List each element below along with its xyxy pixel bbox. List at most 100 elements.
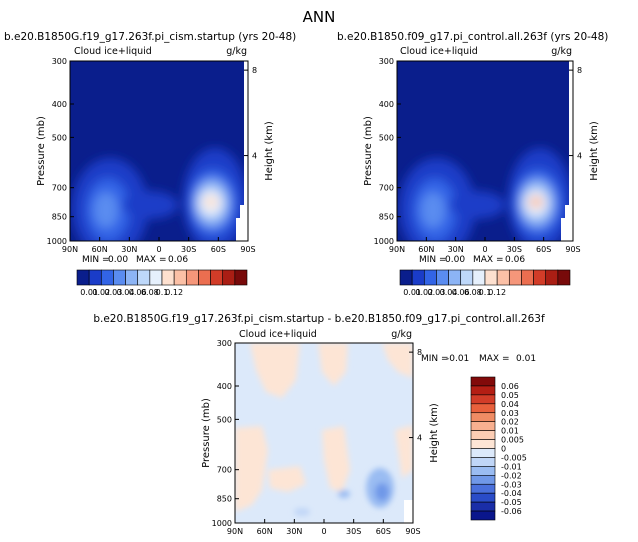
colorbar-1: 0.010.020.030.040.060.080.10.12: [76, 269, 248, 297]
panel-2-ytick-label: 300: [379, 57, 394, 66]
colorbar-3-swatch: [470, 448, 496, 458]
panel-3-xtick-label: 60S: [376, 527, 391, 536]
colorbar-2-swatch: [436, 269, 449, 286]
colorbar-3-swatch: [470, 376, 496, 387]
colorbar-1-swatch: [161, 269, 175, 286]
panel-2: b.e20.B1850.f09_g17.pi_control.all.263f …: [337, 31, 608, 242]
colorbar-3-swatch: [470, 385, 496, 396]
panel-1: b.e20.B1850G.f19_g17.263f.pi_cism.startu…: [4, 31, 296, 242]
colorbar-1-swatch: [234, 269, 248, 286]
colorbar-2-label: 0.08: [464, 288, 482, 297]
colorbar-1-swatch: [100, 269, 114, 286]
panel-2-field: [397, 61, 573, 241]
panel-3-xtick-label: 60N: [257, 527, 273, 536]
panel-3-ytick-label: 300: [217, 339, 232, 348]
colorbar-1-swatch: [210, 269, 224, 286]
colorbar-2-swatch: [533, 269, 547, 286]
colorbar-2-swatch: [508, 269, 522, 286]
panel-1-xtick-label: 30S: [181, 245, 196, 254]
colorbar-3-label: 0.04: [501, 400, 519, 409]
colorbar-3-swatch: [470, 501, 496, 512]
panel-1-field: [70, 61, 248, 241]
colorbar-1-swatch: [137, 269, 151, 286]
colorbar-3-swatch: [470, 439, 496, 449]
colorbar-2-label: 0.1: [479, 288, 492, 297]
colorbar-2-swatch: [545, 269, 559, 286]
panel-1-ytick-label: 700: [52, 184, 67, 193]
colorbar-1-label: 0.08: [141, 288, 159, 297]
panel-1-ytick-label: 400: [52, 100, 67, 109]
colorbar-3-label: -0.005: [501, 453, 527, 462]
colorbar-1-label: 0.01: [80, 288, 98, 297]
colorbar-3-swatch: [470, 466, 496, 476]
colorbar-2-label: 0.04: [440, 288, 458, 297]
colorbar-1-swatch: [88, 269, 102, 286]
panel-3-xtick-label: 30N: [286, 527, 302, 536]
panel-3-variable: Cloud ice+liquid: [239, 329, 317, 340]
panel-1-max-label: MAX =: [136, 255, 167, 265]
panel-1-units: g/kg: [226, 46, 247, 57]
panel-1-axes: 90N 60N 30N 0 30S 60S 90S 300 400 500 700 850 1000 8 4…: [36, 57, 275, 254]
panel-3-xtick-label: 30S: [346, 527, 361, 536]
panel-3-units: g/kg: [391, 329, 412, 340]
panel-1-y2tick-label: 4: [252, 152, 257, 161]
panel-1-ylabel-right: Height (km): [264, 121, 275, 181]
panel-1-xtick-label: 60N: [92, 245, 108, 254]
panel-3-max-value: 0.01: [516, 354, 536, 364]
panel-3-y2tick-label: 4: [417, 434, 422, 443]
colorbar-3-label: 0.005: [501, 436, 524, 445]
colorbar-2-swatch: [484, 269, 498, 286]
panel-3-xtick-label: 90S: [405, 527, 420, 536]
colorbar-3-swatch: [470, 475, 496, 485]
colorbar-3-label: -0.01: [501, 462, 522, 471]
panel-1-xtick-label: 90S: [240, 245, 255, 254]
panel-2-axes: 90N 60N 30N 0 30S 60S 90S 300 400 500 700 850 1000 8 4…: [363, 57, 600, 254]
colorbar-2-swatch: [472, 269, 486, 286]
colorbar-3-swatch: [470, 394, 496, 405]
panel-3-ytick-label: 850: [217, 495, 232, 504]
colorbar-1-label: 0.12: [165, 288, 183, 297]
colorbar-2-swatch: [423, 269, 437, 286]
panel-3-ytick-label: 700: [217, 466, 232, 475]
panel-2-xtick-label: 30N: [448, 245, 464, 254]
panel-2-xtick-label: 60S: [536, 245, 551, 254]
colorbar-3-swatch: [470, 457, 496, 467]
panel-2-ytick-label: 700: [379, 184, 394, 193]
colorbar-3-label: -0.04: [501, 489, 522, 498]
panel-3-ylabel-right: Height (km): [429, 403, 440, 463]
colorbar-3-label: -0.03: [501, 480, 522, 489]
colorbar-3-swatch: [470, 430, 496, 440]
panel-1-xtick-label: 30N: [121, 245, 137, 254]
panel-1-y2tick-label: 8: [252, 66, 257, 75]
colorbar-1-swatch: [198, 269, 211, 286]
panel-1-variable: Cloud ice+liquid: [74, 46, 152, 57]
colorbar-1-label: 0.04: [117, 288, 135, 297]
panel-3-ytick-label: 400: [217, 382, 232, 391]
panel-2-xtick-label: 60N: [418, 245, 434, 254]
panel-3-y2tick-label: 8: [417, 348, 422, 357]
colorbar-2-swatch: [521, 269, 534, 286]
colorbar-3-label: -0.05: [501, 498, 522, 507]
colorbar-3-label: -0.06: [501, 507, 522, 516]
panel-1-title: b.e20.B1850G.f19_g17.263f.pi_cism.startu…: [4, 31, 296, 43]
panel-1-xtick-label: 90N: [62, 245, 78, 254]
colorbar-1-label: 0.1: [156, 288, 169, 297]
panel-2-ytick-label: 400: [379, 100, 394, 109]
panel-2-title: b.e20.B1850.f09_g17.pi_control.all.263f …: [337, 31, 608, 43]
panel-1-ytick-label: 300: [52, 57, 67, 66]
colorbar-1-label: 0.06: [129, 288, 147, 297]
panel-2-ylabel-right: Height (km): [589, 121, 600, 181]
colorbar-2-swatch: [411, 269, 425, 286]
colorbar-2-label: 0.01: [403, 288, 421, 297]
panel-2-min-label: MIN =: [419, 255, 447, 265]
panel-2-max-value: 0.06: [505, 255, 525, 265]
colorbar-2-label: 0.12: [488, 288, 506, 297]
colorbar-1-label: 0.03: [105, 288, 123, 297]
panel-1-xtick-label: 60S: [211, 245, 226, 254]
colorbar-2-label: 0.06: [452, 288, 470, 297]
colorbar-3: 0.060.050.040.030.020.010.0050-0.005-0.0…: [470, 376, 527, 521]
panel-3-ylabel: Pressure (mb): [201, 398, 212, 468]
panel-2-ytick-label: 850: [379, 213, 394, 222]
panel-2-min-value: 0.00: [445, 255, 465, 265]
